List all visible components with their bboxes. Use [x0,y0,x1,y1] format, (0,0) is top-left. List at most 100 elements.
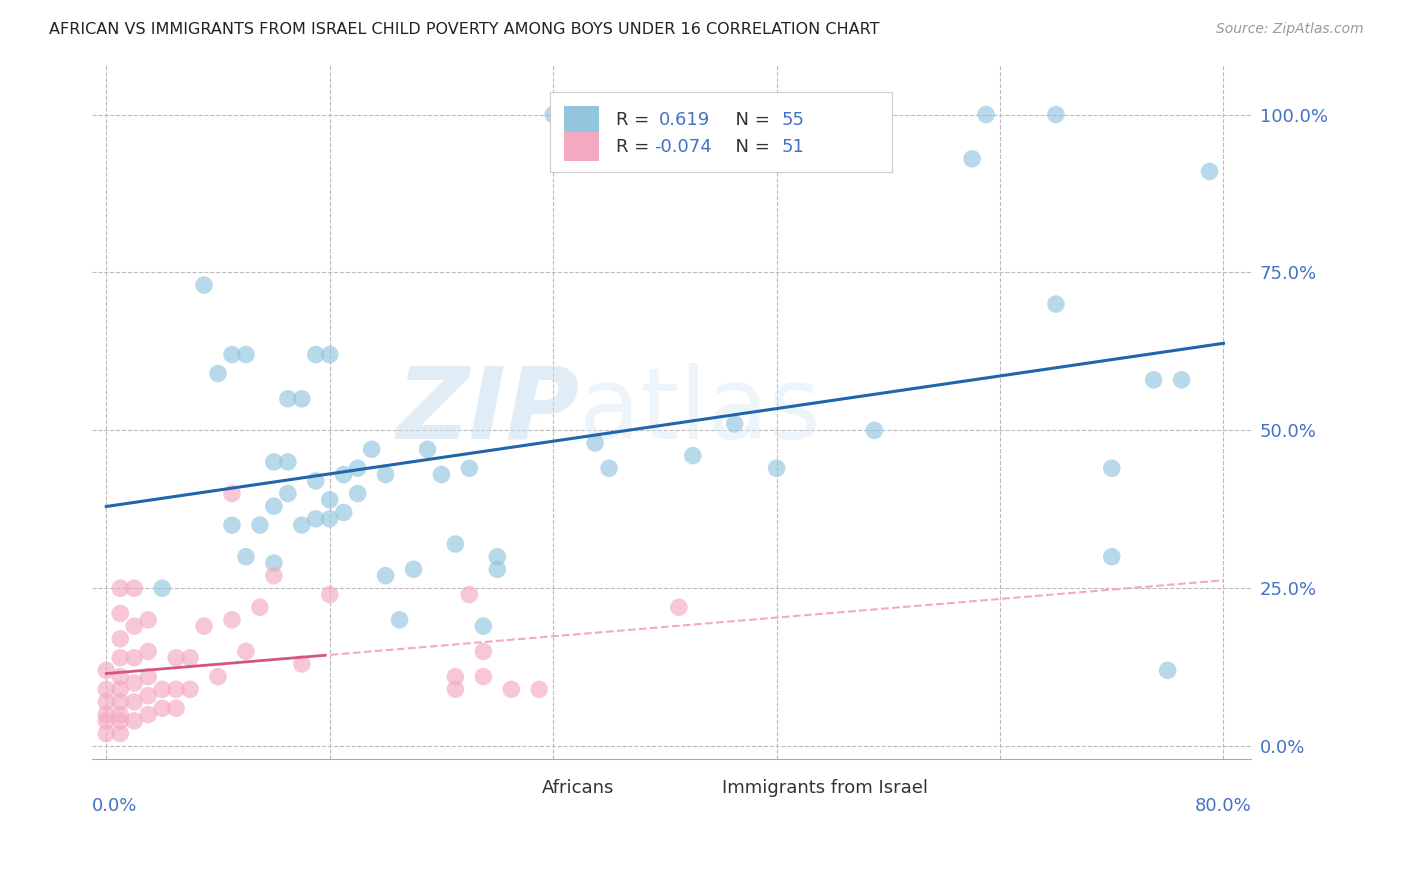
Point [486,549,509,564]
Point [305,474,328,488]
Point [346,461,368,475]
Point [110,707,132,722]
Point [444,682,467,697]
Point [598,461,620,475]
Text: R =: R = [616,112,661,129]
Point [235,549,257,564]
Point [388,613,411,627]
Point [136,707,159,722]
Point [416,442,439,457]
Point [1143,373,1166,387]
Point [501,682,523,697]
Text: Immigrants from Israel: Immigrants from Israel [721,779,928,797]
Text: 80.0%: 80.0% [1195,797,1251,815]
Text: 51: 51 [782,137,804,156]
Point [332,506,354,520]
Point [291,657,314,671]
FancyBboxPatch shape [550,92,891,172]
Point [458,588,481,602]
Point [110,632,132,646]
Point [444,670,467,684]
FancyBboxPatch shape [509,776,536,799]
Point [1101,549,1123,564]
Point [207,367,229,381]
Point [974,107,997,121]
Point [863,423,886,437]
Point [346,486,368,500]
Point [235,348,257,362]
Point [319,348,342,362]
Point [360,442,382,457]
Point [150,701,173,715]
Point [527,682,550,697]
Text: 55: 55 [782,112,806,129]
Point [305,348,328,362]
Point [263,455,285,469]
FancyBboxPatch shape [564,106,599,135]
Point [96,695,118,709]
Point [1170,373,1192,387]
Point [110,714,132,728]
Point [179,682,201,697]
Point [122,695,145,709]
Point [765,461,787,475]
Point [472,644,495,658]
Point [249,518,271,533]
Point [207,670,229,684]
Point [444,537,467,551]
Point [110,695,132,709]
Point [374,568,396,582]
Point [1101,461,1123,475]
Point [249,600,271,615]
Point [263,556,285,570]
Point [291,518,314,533]
Point [96,707,118,722]
Point [541,107,564,121]
Point [96,714,118,728]
Point [122,650,145,665]
Point [263,499,285,513]
Point [472,670,495,684]
Point [374,467,396,482]
Point [179,650,201,665]
Point [110,682,132,697]
Point [263,568,285,582]
Point [332,467,354,482]
Point [165,701,187,715]
Point [1045,297,1067,311]
Point [136,613,159,627]
Point [96,664,118,678]
Point [122,581,145,595]
Point [150,581,173,595]
Text: N =: N = [724,112,776,129]
Point [305,512,328,526]
Point [110,726,132,740]
Point [402,562,425,576]
Point [110,581,132,595]
Point [136,644,159,658]
Point [165,650,187,665]
Point [150,682,173,697]
Point [319,588,342,602]
Point [472,619,495,633]
Point [122,676,145,690]
Point [193,278,215,293]
Point [319,492,342,507]
Point [96,682,118,697]
Point [277,392,299,406]
Point [96,726,118,740]
Point [319,512,342,526]
Point [668,600,690,615]
Point [110,607,132,621]
Text: -0.074: -0.074 [654,137,713,156]
Point [682,449,704,463]
Text: Source: ZipAtlas.com: Source: ZipAtlas.com [1216,22,1364,37]
Point [110,650,132,665]
Point [486,562,509,576]
Point [221,613,243,627]
Point [122,714,145,728]
Text: AFRICAN VS IMMIGRANTS FROM ISRAEL CHILD POVERTY AMONG BOYS UNDER 16 CORRELATION : AFRICAN VS IMMIGRANTS FROM ISRAEL CHILD … [49,22,880,37]
Point [221,518,243,533]
Point [221,486,243,500]
Text: 0.619: 0.619 [659,112,710,129]
